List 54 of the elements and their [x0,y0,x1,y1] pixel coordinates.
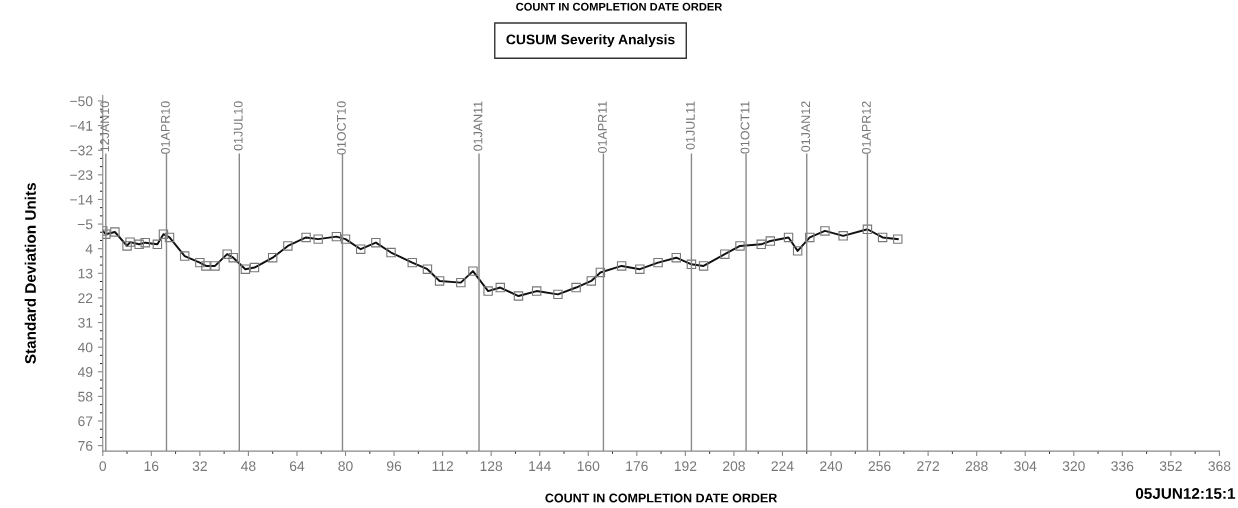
x-tick-label: 368 [1208,461,1231,472]
ref-line-label: 01JAN12 [801,101,811,152]
x-tick-label: 128 [480,461,503,472]
ref-line-label: 01JUL11 [685,101,695,150]
x-tick-label: 352 [1159,461,1182,472]
x-axis-title: COUNT IN COMPLETION DATE ORDER [545,493,778,503]
chart-title: COUNT IN COMPLETION DATE ORDER [516,2,723,11]
x-tick-label: 256 [868,461,891,472]
y-tick-label: 13 [78,268,93,279]
x-tick-label: 144 [529,461,551,471]
y-tick-label: 22 [78,293,93,303]
y-tick-label: 40 [77,342,93,353]
y-tick-label: −32 [70,145,93,156]
x-tick-label: 0 [99,461,107,472]
y-axis-title: Standard Deviation Units [24,183,36,364]
x-tick-label: 272 [917,461,940,471]
y-tick-label: −50 [70,96,93,107]
x-tick-label: 176 [626,461,648,472]
y-tick-label: 31 [78,317,93,328]
y-tick-label: −41 [70,121,93,131]
x-tick-label: 224 [771,461,794,471]
x-tick-label: 16 [144,461,159,472]
y-tick-label: −14 [70,194,93,205]
x-tick-label: 32 [192,461,207,472]
x-tick-label: 64 [289,461,305,472]
ref-line-label: 12JAN10 [100,101,110,152]
x-tick-label: 208 [723,461,745,472]
ref-line-label: 01OCT11 [740,101,750,154]
y-tick-label: 76 [78,440,93,451]
x-tick-label: 48 [241,461,256,472]
x-tick-label: 160 [577,461,600,472]
y-tick-label: 4 [85,244,93,254]
x-tick-label: 112 [432,461,453,471]
x-tick-label: 96 [386,461,402,472]
ref-line-label: 01APR10 [160,101,170,154]
y-tick-label: 58 [78,391,93,402]
text: 05JUN12:15:1 [1135,488,1236,499]
ref-line-label: 01APR12 [861,101,871,154]
x-tick-label: 320 [1062,461,1085,472]
ref-line-label: 01JUL10 [233,101,243,151]
ref-line-label: 01JAN11 [473,101,483,151]
y-tick-label: −5 [77,219,93,230]
x-tick-label: 336 [1111,461,1134,472]
y-tick-label: −23 [70,170,93,180]
x-tick-label: 240 [820,461,843,472]
x-tick-label: 288 [965,461,988,472]
x-tick-label: 80 [338,461,353,472]
x-tick-label: 304 [1014,461,1037,472]
y-tick-label: 49 [77,367,93,377]
y-tick-label: 67 [78,416,93,427]
ref-line-label: 01APR11 [597,101,607,153]
ref-line-label: 01OCT10 [336,101,346,155]
chart-subtitle: CUSUM Severity Analysis [506,34,675,48]
x-tick-label: 192 [674,461,697,472]
